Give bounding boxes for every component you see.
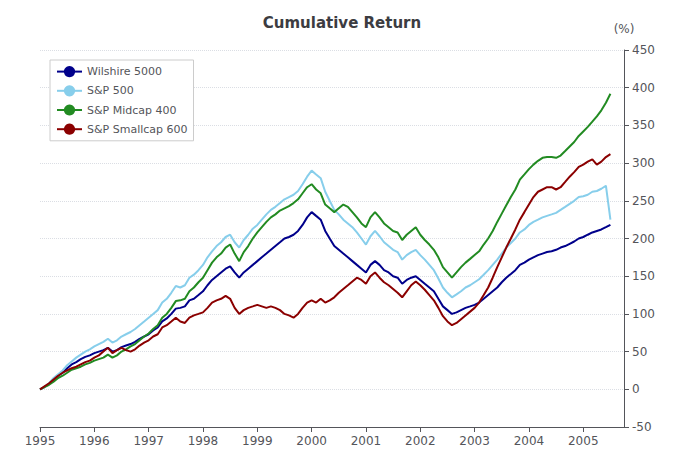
svg-text:400: 400 [632, 81, 655, 95]
svg-text:S&P Smallcap 600: S&P Smallcap 600 [87, 123, 188, 136]
svg-text:2005: 2005 [568, 434, 599, 448]
svg-text:1996: 1996 [79, 434, 110, 448]
svg-text:2000: 2000 [296, 434, 327, 448]
svg-text:-50: -50 [632, 420, 652, 434]
svg-text:1997: 1997 [133, 434, 164, 448]
svg-text:200: 200 [632, 232, 655, 246]
svg-text:2002: 2002 [405, 434, 436, 448]
svg-text:(%): (%) [614, 22, 635, 36]
svg-text:S&P Midcap 400: S&P Midcap 400 [87, 104, 176, 117]
svg-text:1998: 1998 [188, 434, 219, 448]
svg-text:2001: 2001 [351, 434, 382, 448]
svg-text:1995: 1995 [25, 434, 56, 448]
svg-text:450: 450 [632, 43, 655, 57]
svg-text:S&P 500: S&P 500 [87, 84, 134, 97]
svg-text:150: 150 [632, 269, 655, 283]
svg-text:2004: 2004 [514, 434, 545, 448]
svg-text:1999: 1999 [242, 434, 273, 448]
svg-text:100: 100 [632, 307, 655, 321]
svg-text:50: 50 [632, 345, 647, 359]
svg-text:300: 300 [632, 156, 655, 170]
svg-text:250: 250 [632, 194, 655, 208]
svg-text:0: 0 [632, 382, 640, 396]
svg-text:350: 350 [632, 118, 655, 132]
svg-text:Wilshire 5000: Wilshire 5000 [87, 65, 162, 78]
svg-text:2003: 2003 [459, 434, 490, 448]
svg-text:Cumulative Return: Cumulative Return [263, 14, 421, 32]
